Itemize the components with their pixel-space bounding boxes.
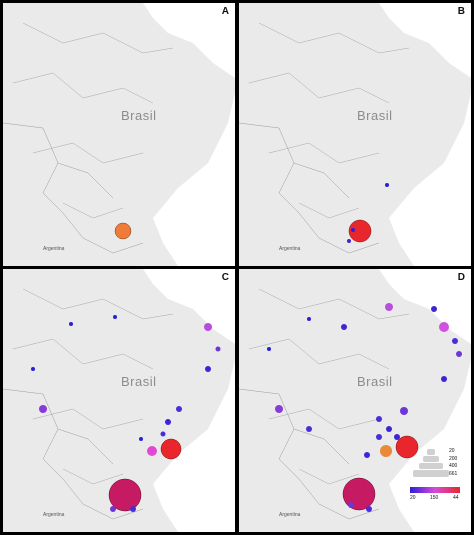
- city-marker: [385, 183, 389, 187]
- panel-d: D Brasil Argentina: [239, 269, 471, 532]
- country-label: Argentina: [43, 512, 65, 518]
- legend: 20 200 400 661 20 150 44: [405, 447, 465, 507]
- map-c: [3, 269, 235, 532]
- legend-size-label: 200: [449, 456, 458, 462]
- city-marker: [114, 222, 132, 240]
- panel-letter: B: [457, 6, 465, 17]
- panel-letter: C: [221, 272, 229, 283]
- city-marker: [347, 239, 351, 243]
- country-label: Brasil: [121, 374, 157, 389]
- panel-a: A Brasil Argentina: [3, 3, 235, 266]
- panel-letter: A: [221, 6, 229, 17]
- legend-graphic: [410, 449, 460, 493]
- country-label: Argentina: [279, 512, 301, 518]
- country-label: Argentina: [279, 246, 301, 252]
- legend-color-label: 44: [453, 495, 459, 501]
- legend-size-label: 400: [449, 463, 458, 469]
- country-label: Brasil: [357, 374, 393, 389]
- map-a: [3, 3, 235, 266]
- legend-color-label: 20: [410, 495, 416, 501]
- panel-letter: D: [457, 272, 465, 283]
- panel-b: B Brasil Argentina: [239, 3, 471, 266]
- country-label: Argentina: [43, 246, 65, 252]
- country-label: Brasil: [121, 108, 157, 123]
- legend-color-label: 150: [430, 495, 439, 501]
- legend-size-label: 661: [449, 471, 458, 477]
- city-marker: [351, 228, 355, 232]
- city-marker: [348, 219, 372, 243]
- country-label: Brasil: [357, 108, 393, 123]
- map-b: [239, 3, 471, 266]
- legend-size-label: 20: [449, 448, 455, 454]
- panel-c: C Brasil Argentina: [3, 269, 235, 532]
